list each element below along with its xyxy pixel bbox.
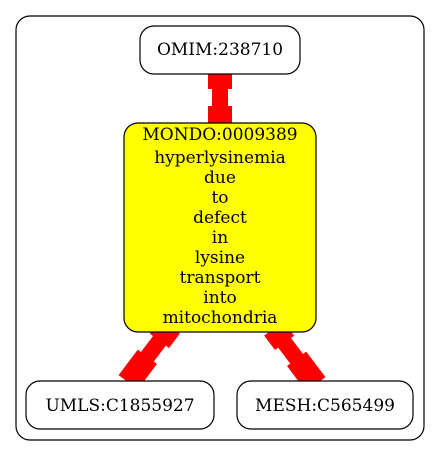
node-mondo-name-line: transport: [180, 268, 261, 288]
node-mondo-box: [123, 122, 317, 333]
node-mesh[interactable]: MESH:C565499: [236, 380, 414, 430]
node-mondo-name-line: due: [204, 168, 236, 188]
node-mondo-name-line: hyperlysinemia: [154, 148, 286, 168]
node-mondo-name-line: mitochondria: [163, 308, 278, 328]
node-mondo-name-line: defect: [193, 208, 247, 228]
node-mondo-name-line: in: [212, 228, 228, 248]
node-mondo-id: MONDO:0009389: [142, 125, 297, 145]
edge-omim-to-mondo: [208, 69, 232, 128]
node-mesh-box: [236, 380, 414, 430]
node-mondo-name-line: into: [203, 288, 236, 308]
cluster-frame: [15, 15, 425, 441]
node-mondo-name-line: lysine: [195, 248, 245, 268]
node-umls-label: UMLS:C1855927: [45, 396, 194, 416]
node-omim[interactable]: OMIM:238710: [139, 25, 301, 75]
node-umls[interactable]: UMLS:C1855927: [25, 380, 215, 430]
node-omim-box: [139, 25, 301, 75]
node-mondo[interactable]: MONDO:0009389 hyperlysinemia due to defect i…: [123, 122, 317, 333]
node-mesh-label: MESH:C565499: [255, 396, 395, 416]
node-mondo-name: hyperlysinemia due to defect in lysine transpo…: [154, 148, 286, 328]
node-omim-label: OMIM:238710: [157, 40, 283, 60]
node-umls-box: [25, 380, 215, 430]
node-mondo-name-line: to: [211, 188, 228, 208]
